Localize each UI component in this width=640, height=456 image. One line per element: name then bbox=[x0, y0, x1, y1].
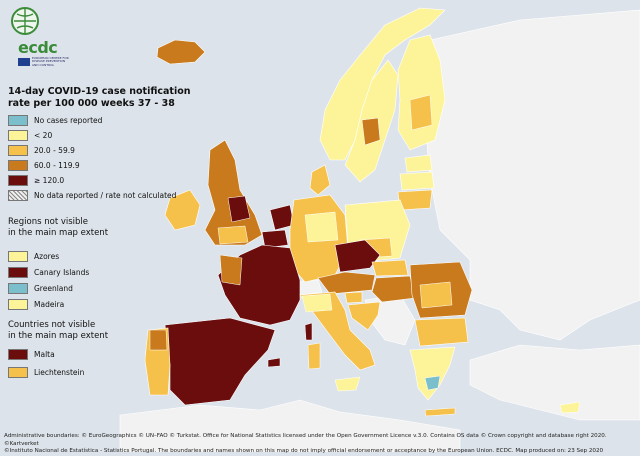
corsica bbox=[304, 322, 313, 341]
legend-swatch bbox=[8, 366, 28, 378]
map-title: 14-day COVID-19 case notification rate p… bbox=[8, 86, 191, 109]
spain bbox=[164, 317, 276, 406]
legend-swatch bbox=[8, 348, 28, 360]
legend-swatch bbox=[8, 266, 28, 278]
legend-label: < 20 bbox=[34, 130, 53, 140]
germany-low-region bbox=[304, 211, 339, 243]
legend-swatch bbox=[8, 174, 28, 186]
heading-line: in the main map extent bbox=[8, 331, 109, 341]
heading-line: Regions not visible bbox=[8, 217, 89, 227]
cyprus bbox=[559, 401, 581, 414]
legend-item: No cases reported bbox=[8, 114, 102, 126]
eu-flag-icon bbox=[18, 58, 30, 66]
legend-item: Madeira bbox=[8, 298, 64, 310]
legend-item: Liechtenstein bbox=[8, 366, 84, 378]
slovakia bbox=[371, 259, 409, 277]
credits-line: ©Instituto Nacional de Estatística - Sta… bbox=[4, 448, 604, 454]
credits-line: Administrative boundaries: © EuroGeograp… bbox=[4, 433, 607, 447]
greece-attica bbox=[424, 375, 441, 391]
france-west-region bbox=[219, 254, 243, 286]
countries-heading: Countries not visible in the main map ex… bbox=[8, 320, 148, 342]
slovenia bbox=[344, 291, 363, 304]
legend-label: 60.0 - 119.9 bbox=[34, 160, 80, 170]
portugal-north bbox=[149, 329, 168, 351]
legend-label: 20.0 - 59.9 bbox=[34, 145, 75, 155]
balearic-islands bbox=[267, 357, 281, 368]
croatia bbox=[347, 301, 381, 331]
legend-label: ≥ 120.0 bbox=[34, 175, 65, 185]
agency-name: EUROPEAN CENTRE FOR DISEASE PREVENTION A… bbox=[32, 56, 80, 67]
sweden-region-high bbox=[361, 117, 381, 146]
agency-line: AND CONTROL bbox=[32, 62, 55, 67]
turkey-landmass bbox=[469, 344, 640, 421]
uk-high-region bbox=[227, 195, 251, 223]
belgium bbox=[261, 229, 289, 249]
legend-swatch bbox=[8, 250, 28, 262]
legend-swatch bbox=[8, 129, 28, 141]
legend-item: No data reported / rate not calculated bbox=[8, 189, 176, 201]
latvia bbox=[399, 171, 435, 191]
regions-heading: Regions not visible in the main map exte… bbox=[8, 217, 148, 239]
legend-label: Azores bbox=[34, 251, 60, 261]
legend-item: 20.0 - 59.9 bbox=[8, 144, 75, 156]
legend-swatch bbox=[8, 282, 28, 294]
legend-item: ≥ 120.0 bbox=[8, 174, 64, 186]
iceland bbox=[156, 39, 206, 65]
globe-icon bbox=[11, 7, 39, 35]
legend-swatch bbox=[8, 298, 28, 310]
agency-line: EUROPEAN CENTRE FOR bbox=[32, 56, 69, 60]
heading-line: in the main map extent bbox=[8, 228, 109, 238]
ireland bbox=[164, 189, 201, 231]
legend-label: No cases reported bbox=[34, 115, 103, 125]
agency-line: DISEASE PREVENTION bbox=[32, 59, 66, 64]
legend-item: Canary Islands bbox=[8, 266, 89, 278]
romania-region bbox=[419, 281, 453, 309]
uk-low-region bbox=[217, 225, 249, 245]
legend-label: Canary Islands bbox=[34, 267, 90, 277]
north-africa-landmass bbox=[119, 399, 461, 452]
legend-item: 60.0 - 119.9 bbox=[8, 159, 80, 171]
legend-item: Greenland bbox=[8, 282, 73, 294]
crete bbox=[424, 407, 456, 417]
denmark bbox=[309, 164, 331, 196]
legend-label: Madeira bbox=[34, 299, 65, 309]
bulgaria bbox=[414, 317, 469, 347]
legend-swatch bbox=[8, 114, 28, 126]
italy-north-region bbox=[301, 293, 333, 313]
legend-swatch bbox=[8, 144, 28, 156]
legend-label: Malta bbox=[34, 349, 55, 359]
sicily bbox=[334, 376, 361, 392]
legend-swatch-hatched bbox=[8, 189, 28, 201]
greece bbox=[409, 346, 456, 401]
italy bbox=[299, 291, 376, 371]
legend-label: Greenland bbox=[34, 283, 73, 293]
legend-label: No data reported / rate not calculated bbox=[34, 190, 177, 200]
legend-item: Malta bbox=[8, 348, 55, 360]
logo-text: ecdc bbox=[18, 38, 58, 57]
legend-item: < 20 bbox=[8, 129, 52, 141]
finland bbox=[397, 34, 446, 151]
map-credits: Administrative boundaries: © EuroGeograp… bbox=[4, 433, 636, 456]
sardinia bbox=[307, 342, 321, 370]
legend-label: Liechtenstein bbox=[34, 367, 85, 377]
heading-line: Countries not visible bbox=[8, 320, 96, 330]
hungary bbox=[371, 275, 416, 303]
ecdc-logo: ecdc EUROPEAN CENTRE FOR DISEASE PREVENT… bbox=[8, 6, 80, 67]
austria bbox=[317, 271, 376, 295]
estonia bbox=[404, 154, 433, 173]
legend-item: Azores bbox=[8, 250, 59, 262]
czechia bbox=[334, 239, 381, 273]
legend-swatch bbox=[8, 159, 28, 171]
finland-region bbox=[409, 94, 433, 131]
